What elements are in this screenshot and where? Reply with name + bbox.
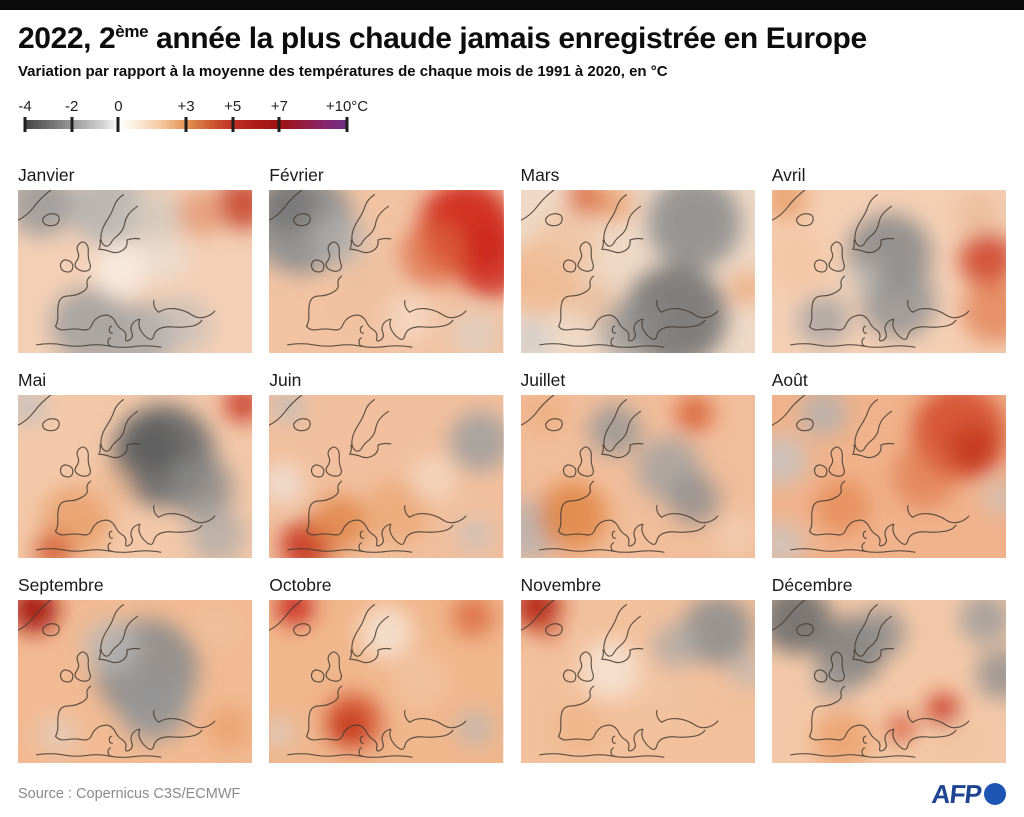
month-panel: Septembre: [18, 574, 253, 763]
month-label: Janvier: [18, 164, 75, 185]
month-label: Avril: [771, 164, 806, 185]
month-label: Septembre: [18, 574, 104, 595]
month-panel: Octobre: [269, 574, 504, 763]
month-label: Décembre: [771, 574, 853, 595]
month-panel: Avril: [771, 164, 1006, 353]
legend-tick-label: -2: [65, 97, 79, 115]
anomaly-map: [771, 599, 1006, 763]
month-panel: Décembre: [771, 574, 1006, 763]
month-label: Mars: [520, 164, 560, 185]
month-label: Octobre: [269, 574, 332, 595]
month-panel: Août: [771, 369, 1006, 558]
title-superscript: ème: [115, 22, 149, 41]
source-text: Source : Copernicus C3S/ECMWF: [18, 786, 241, 802]
month-label: Novembre: [520, 574, 602, 595]
anomaly-map: [269, 394, 504, 558]
month-panel: Mai: [18, 369, 253, 558]
month-panel: Juillet: [520, 369, 755, 558]
title-text-rest: année la plus chaude jamais enregistrée …: [148, 22, 867, 55]
anomaly-map: [520, 599, 755, 763]
legend-tick-label: -4: [18, 97, 32, 115]
legend-tick-label: +5: [224, 97, 242, 115]
color-scale-legend: -4 -2 0 +3 +5 +7 +10°C: [18, 97, 368, 133]
afp-logo: AFP: [930, 779, 1006, 809]
legend-tick: [277, 116, 281, 132]
month-label: Juin: [269, 369, 302, 390]
month-label: Juillet: [520, 369, 566, 390]
legend-tick: [345, 116, 349, 132]
legend-tick: [116, 116, 120, 132]
infographic: 2022, 2ème année la plus chaude jamais e…: [0, 22, 1024, 763]
legend-tick-label: +7: [270, 97, 288, 115]
anomaly-map: [520, 189, 755, 353]
legend-tick-label: +10°C: [325, 97, 369, 115]
anomaly-map: [269, 599, 504, 763]
legend-tick: [231, 116, 235, 132]
legend-tick-label: 0: [114, 97, 123, 115]
anomaly-map: [18, 599, 253, 763]
legend-tick: [184, 116, 188, 132]
month-panel: Février: [269, 164, 504, 353]
anomaly-map: [18, 394, 253, 558]
months-grid: Janvier Février Mars Avril Mai Juin Juillet Aoû…: [18, 165, 1006, 763]
legend-tick: [70, 116, 74, 132]
month-label: Août: [771, 369, 808, 390]
anomaly-map: [269, 189, 504, 353]
top-black-bar: [0, 0, 1024, 10]
month-label: Février: [269, 164, 324, 185]
month-panel: Mars: [520, 164, 755, 353]
month-panel: Juin: [269, 369, 504, 558]
title-text: 2022, 2: [18, 22, 116, 55]
anomaly-map: [771, 189, 1006, 353]
legend-tick: [23, 116, 27, 132]
subtitle: Variation par rapport à la moyenne des t…: [18, 62, 668, 80]
month-panel: Novembre: [520, 574, 755, 763]
anomaly-map: [18, 189, 253, 353]
afp-logo-circle-icon: [984, 783, 1006, 805]
month-label: Mai: [18, 369, 47, 390]
footer: Source : Copernicus C3S/ECMWF AFP: [18, 779, 1006, 809]
anomaly-map: [771, 394, 1006, 558]
anomaly-map: [520, 394, 755, 558]
page-title: 2022, 2ème année la plus chaude jamais e…: [18, 22, 1006, 57]
afp-logo-text: AFP: [930, 779, 983, 809]
month-panel: Janvier: [18, 164, 253, 353]
legend-tick-label: +3: [177, 97, 195, 115]
